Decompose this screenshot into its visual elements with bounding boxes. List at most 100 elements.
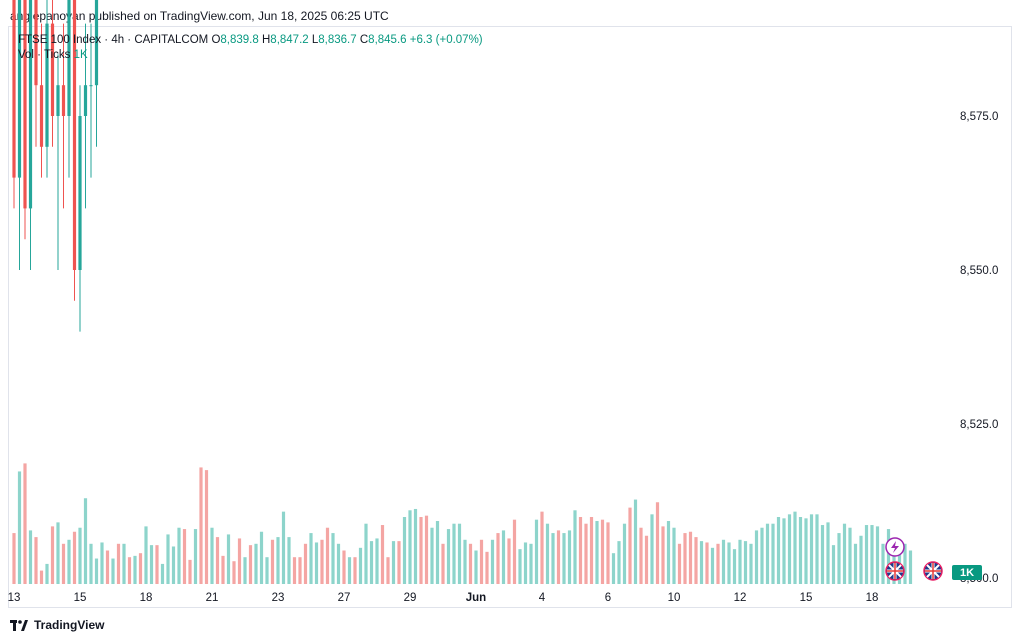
candle-body (83, 85, 88, 116)
y-tick-label: 8,575.0 (960, 111, 998, 123)
volume-bar (402, 517, 407, 584)
volume-bar (89, 543, 93, 584)
volume-bar (408, 510, 412, 584)
volume-bar (743, 541, 748, 584)
volume-bar (276, 537, 280, 584)
volume-bar (793, 511, 797, 584)
volume-bar (61, 543, 66, 584)
volume-bar (67, 539, 71, 584)
volume-bar (193, 529, 198, 584)
volume-bar (215, 537, 220, 584)
volume-bar (309, 533, 313, 584)
lightning-icon-glyph (891, 541, 899, 553)
volume-bar (837, 533, 841, 584)
volume-bar (595, 521, 599, 584)
volume-bar (72, 531, 77, 584)
volume-bar (798, 517, 803, 584)
volume-bar (518, 549, 522, 584)
volume-bar (512, 519, 517, 584)
volume-bar (331, 533, 335, 584)
volume-bar (50, 526, 55, 584)
volume-bar (490, 539, 495, 584)
legend-open-value: 8,839.8 (220, 34, 259, 46)
candle-body (45, 23, 49, 147)
volume-bar (292, 557, 297, 584)
volume-bar (34, 537, 38, 584)
x-tick-label: 12 (734, 592, 747, 604)
volume-bar (386, 557, 390, 584)
volume-bar (358, 547, 363, 584)
volume-bar (721, 539, 726, 584)
volume-bar (507, 538, 511, 584)
volume-bar (672, 527, 676, 584)
volume-bar (859, 535, 863, 584)
volume-bar (881, 543, 885, 584)
volume-bar (127, 557, 132, 584)
volume-bar (622, 523, 627, 584)
volume-bar (320, 539, 324, 584)
volume-bar (782, 518, 786, 584)
legend-high-value: 8,847.2 (270, 34, 309, 46)
volume-bar (853, 543, 858, 584)
candle-body (89, 85, 93, 87)
legend-symbol[interactable]: FTSE 100 Index · 4h · CAPITALCOM (18, 34, 209, 46)
volume-bar (809, 514, 814, 584)
volume-bar (419, 517, 423, 584)
volume-bar (463, 539, 467, 584)
footer-brand[interactable]: TradingView (10, 618, 104, 632)
volume-bar (496, 533, 500, 584)
volume-bar (749, 543, 753, 584)
candle-body (50, 23, 55, 117)
volume-bar (397, 541, 401, 584)
volume-bar (375, 538, 379, 584)
volume-badge (952, 565, 982, 580)
volume-bar (138, 553, 143, 584)
legend-high-label: H (261, 34, 271, 46)
volume-bar (369, 541, 374, 584)
volume-bar (78, 527, 82, 584)
volume-bar (177, 527, 181, 584)
volume-bar (171, 546, 176, 584)
volume-bar (314, 542, 319, 584)
volume-bar (270, 539, 275, 584)
volume-bar (166, 534, 170, 584)
volume-bar (226, 534, 231, 584)
volume-bar (122, 543, 126, 584)
volume-bar (160, 563, 165, 584)
x-tick-label: 6 (605, 592, 611, 604)
volume-bar (567, 530, 572, 584)
volume-bar (578, 517, 583, 584)
legend-volume-label[interactable]: Vol · Ticks (18, 49, 71, 61)
volume-badge-value: 1K (960, 567, 974, 579)
volume-bar (111, 558, 115, 584)
volume-bar (391, 541, 396, 584)
volume-bar (584, 523, 588, 584)
volume-bar (17, 471, 22, 584)
volume-bar (468, 543, 473, 584)
volume-bar (694, 537, 698, 584)
x-tick-label: 10 (668, 592, 681, 604)
volume-bar (688, 531, 693, 584)
volume-bar (182, 529, 187, 584)
volume-bar (12, 533, 16, 584)
volume-bar (23, 463, 27, 584)
volume-bar (815, 514, 819, 584)
candle-body (39, 85, 44, 147)
volume-bar (45, 563, 49, 584)
x-tick-label: 4 (539, 592, 546, 604)
legend-close-value: 8,845.6 (368, 34, 407, 46)
volume-bar (600, 519, 605, 584)
volume-bar (573, 510, 577, 584)
volume-bar (237, 538, 242, 584)
x-tick-label: 13 (8, 592, 21, 604)
volume-bar (188, 559, 192, 584)
volume-bar (94, 558, 99, 584)
volume-bar (457, 523, 462, 584)
volume-bar (435, 521, 440, 584)
volume-bar (430, 527, 434, 584)
x-tick-label: Jun (466, 592, 486, 604)
volume-bar (644, 535, 649, 584)
volume-bar (83, 498, 88, 584)
volume-bar (903, 543, 907, 584)
